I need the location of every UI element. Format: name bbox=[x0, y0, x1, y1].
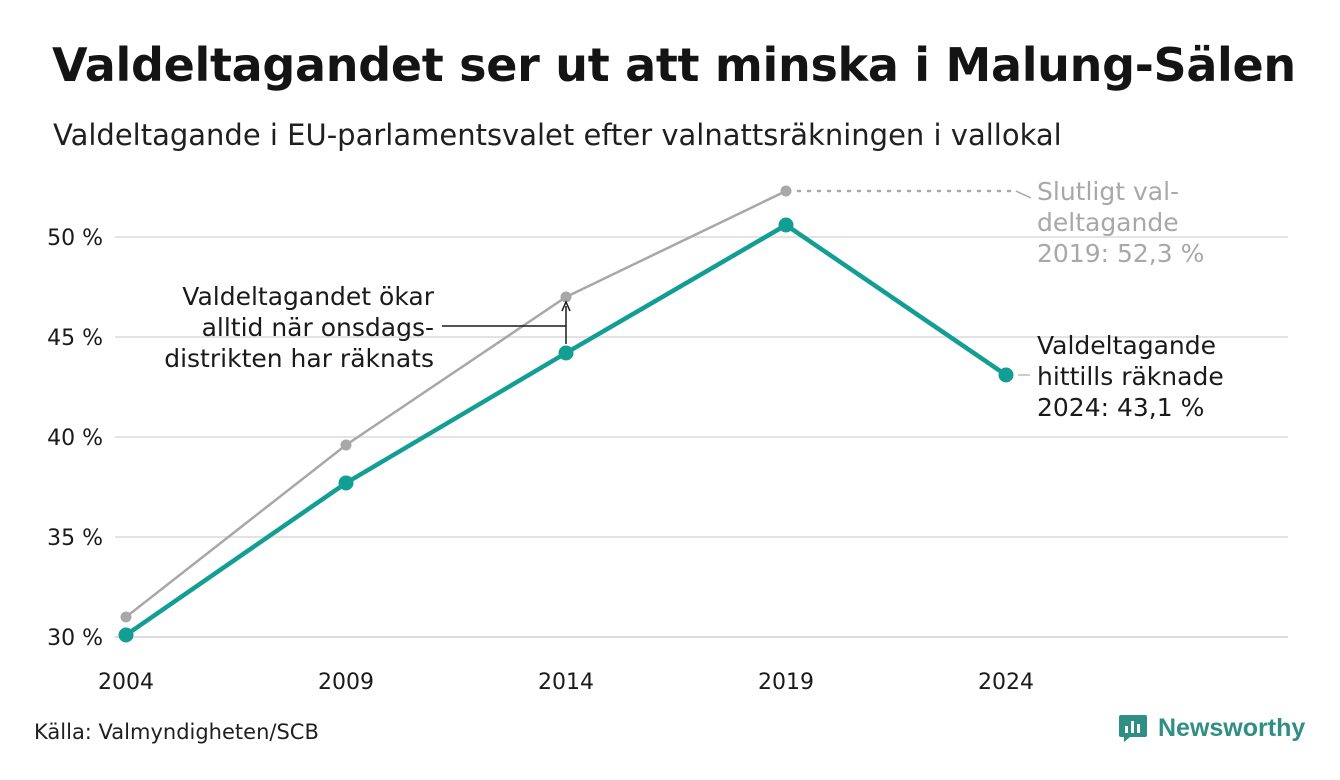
y-tick-label: 35 % bbox=[47, 526, 103, 551]
final-annotation-line: deltagande bbox=[1037, 208, 1179, 237]
final-turnout-point bbox=[340, 439, 352, 451]
current-annotation-line: Valdeltagande bbox=[1037, 331, 1216, 360]
newsworthy-logo: Newsworthy bbox=[1118, 713, 1305, 743]
final-leader-tick bbox=[1015, 190, 1032, 199]
final-annotation-line: 2019: 52,3 % bbox=[1037, 239, 1204, 268]
y-tick-label: 45 % bbox=[47, 326, 103, 351]
current-annotation-line: hittills räknade bbox=[1037, 362, 1224, 391]
y-tick-label: 50 % bbox=[47, 226, 103, 251]
y-tick-label: 40 % bbox=[47, 426, 103, 451]
source-note: Källa: Valmyndigheten/SCB bbox=[34, 720, 319, 744]
final-turnout-point bbox=[120, 611, 132, 623]
final-turnout-point bbox=[560, 291, 572, 303]
x-tick-label: 2024 bbox=[978, 670, 1034, 695]
election-night-point bbox=[558, 345, 574, 361]
bar-chart-logo-icon bbox=[1119, 715, 1147, 742]
gridlines bbox=[115, 236, 1288, 638]
x-tick-label: 2014 bbox=[538, 670, 594, 695]
x-tick-label: 2019 bbox=[758, 670, 814, 695]
y-axis-labels: 30 % 35 % 40 % 45 % 50 % bbox=[47, 226, 103, 651]
final-turnout-point bbox=[780, 185, 792, 197]
note-annotation-line: alltid när onsdags- bbox=[202, 313, 434, 342]
note-arrow-head bbox=[561, 300, 571, 312]
x-tick-label: 2004 bbox=[98, 670, 154, 695]
election-night-point bbox=[338, 475, 354, 491]
brand-name: Newsworthy bbox=[1158, 713, 1306, 742]
final-turnout-line bbox=[125, 189, 787, 618]
election-night-point bbox=[778, 217, 794, 233]
x-tick-label: 2009 bbox=[318, 670, 374, 695]
chart-subtitle: Valdeltagande i EU-parlamentsvalet efter… bbox=[53, 118, 1062, 152]
election-night-point bbox=[998, 367, 1014, 383]
y-tick-label: 30 % bbox=[47, 626, 103, 651]
x-axis-labels: 2004 2009 2014 2019 2024 bbox=[98, 670, 1034, 695]
note-annotation-line: distrikten har räknats bbox=[164, 344, 434, 373]
final-annotation-line: Slutligt val- bbox=[1037, 177, 1179, 206]
current-annotation-line: 2024: 43,1 % bbox=[1037, 393, 1204, 422]
note-annotation-line: Valdeltagandet ökar bbox=[182, 282, 434, 311]
series-lines bbox=[118, 185, 1014, 643]
chart-title: Valdeltagandet ser ut att minska i Malun… bbox=[52, 38, 1296, 92]
election-night-point bbox=[118, 627, 134, 643]
